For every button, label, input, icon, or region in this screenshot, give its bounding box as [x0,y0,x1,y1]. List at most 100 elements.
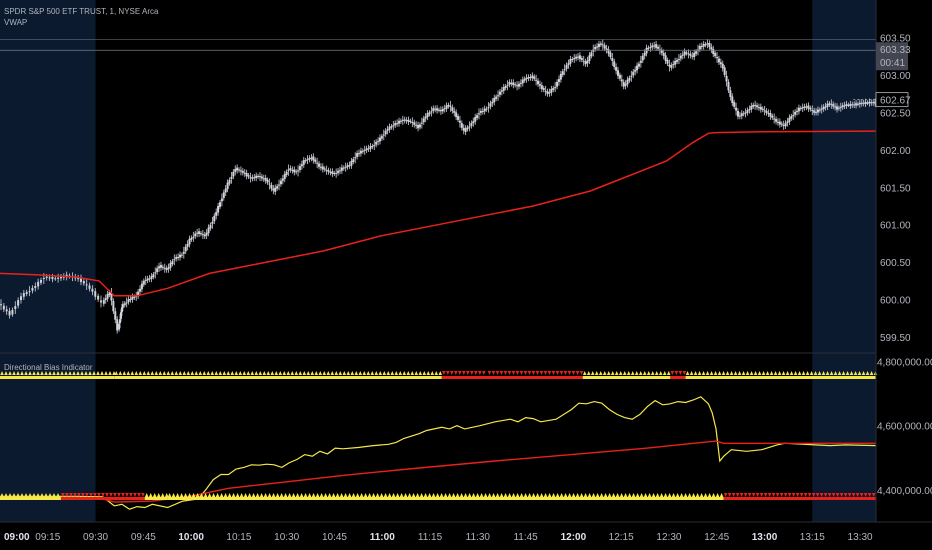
candle-body [363,149,366,151]
bottom-bias-row-marker [227,493,232,497]
bottom-bias-row-marker [615,493,620,497]
bottom-bias-row-marker [579,493,584,497]
candle-body [230,176,233,179]
bottom-bias-row-marker [543,493,548,497]
candle-body [375,141,378,145]
candle-body [25,292,28,294]
candle-body [573,58,576,60]
candle-body [824,106,827,108]
top-bias-row-marker [378,371,383,375]
top-bias-row-marker [837,371,842,375]
candle-body [599,43,602,45]
candle-body [561,71,564,75]
bottom-bias-row-marker [148,493,153,497]
bottom-bias-row-marker [739,493,744,497]
bottom-bias-row-marker [467,493,472,497]
bottom-bias-row-marker [275,493,280,497]
top-bias-row-marker [527,371,532,375]
candle-body [184,246,187,252]
bottom-bias-row-marker [141,493,145,497]
top-bias-row-marker [446,371,450,375]
candle-body [664,55,667,61]
candle-body [813,110,816,113]
top-bias-row-marker [817,371,822,375]
candle-body [719,62,722,65]
candle-body [373,145,376,147]
bottom-bias-row-marker [263,493,268,497]
bottom-bias-row-marker [447,493,452,497]
top-bias-row-marker [346,371,351,375]
price-tick-label: 602.50 [880,108,911,119]
top-bias-row-marker [298,371,303,375]
bottom-bias-row-marker [65,493,69,497]
top-bias-row-marker [266,371,271,375]
bottom-bias-row-marker [40,493,44,497]
candle-body [548,92,551,94]
candle-body [434,108,437,110]
bottom-bias-row-marker [4,493,8,497]
top-bias-row-marker [662,371,667,375]
bottom-bias-row-marker [531,493,536,497]
time-tick-label: 12:00 [561,532,587,543]
candle-body [194,233,197,237]
candle-body [188,238,191,245]
candle-body [377,140,380,142]
top-bias-row-marker [634,371,639,375]
top-bias-row-marker [869,371,874,375]
top-bias-row-marker [16,371,20,375]
candle-body [409,120,412,122]
top-bias-row-marker [104,371,108,375]
bottom-bias-row-marker [455,493,460,497]
candle-body [540,85,543,89]
top-bias-row-marker [507,371,512,375]
bottom-bias-row-marker [475,493,480,497]
top-bias-row-marker [366,371,371,375]
top-bias-row-marker [773,371,778,375]
candle-body [472,121,475,124]
candle-body [830,103,833,105]
bottom-bias-row-marker [479,493,484,497]
candle-body [120,307,123,313]
candle-body [228,179,231,184]
candle-body [171,261,174,265]
top-bias-row-marker [96,371,100,375]
top-bias-row-marker [370,371,375,375]
top-bias-row-marker [398,371,403,375]
candle-body [462,127,465,131]
bottom-bias-row-marker [707,493,712,497]
candle-body [99,300,102,303]
candle-body [485,108,488,110]
candle-body [97,295,100,300]
top-bias-row-marker [761,371,766,375]
candle-body [634,69,637,72]
candle-body [401,119,404,121]
top-bias-row-marker [539,371,544,375]
candle-body [489,103,492,107]
candle-body [79,277,82,282]
bottom-bias-row-marker [160,493,165,497]
bottom-bias-row-marker [499,493,504,497]
top-bias-row-marker [250,371,255,375]
candle-body [605,48,608,50]
candle-body [198,231,201,235]
bottom-bias-row-marker [137,493,141,497]
candle-body [597,43,600,47]
bottom-bias-row-marker [105,493,109,497]
candle-body [306,159,309,161]
bottom-bias-row-marker [431,493,436,497]
bottom-bias-row-marker [863,493,868,497]
time-tick-label: 13:15 [800,532,825,543]
bottom-bias-row-marker [631,493,636,497]
candle-body [436,108,439,111]
candle-body [451,107,454,111]
candle-body [864,101,867,104]
top-bias-row-marker [630,371,635,375]
candle-body [628,77,631,81]
top-bias-row-marker [582,371,587,375]
candle-body [312,156,315,161]
candle-body [22,293,25,297]
candle-body [394,123,397,126]
candle-body [449,105,452,107]
candle-body [794,111,797,115]
